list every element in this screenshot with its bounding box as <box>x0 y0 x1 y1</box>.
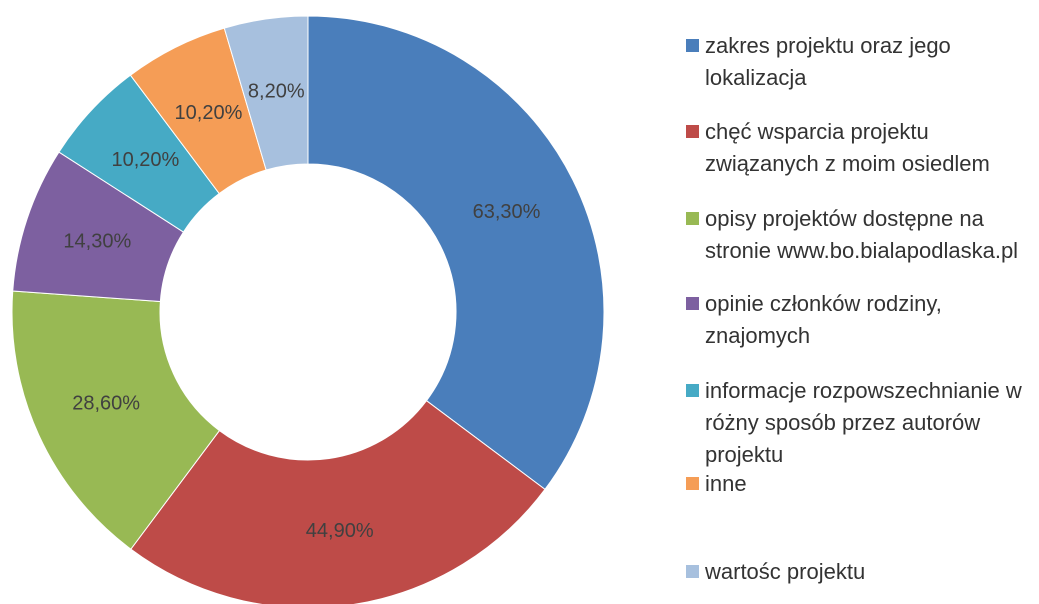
data-label: 14,30% <box>63 230 131 252</box>
data-label: 63,30% <box>473 201 541 223</box>
legend-label: wartośc projektu <box>705 559 866 584</box>
slice <box>307 15 605 491</box>
legend-item: inne <box>686 468 1031 500</box>
data-label: 8,20% <box>248 81 305 103</box>
legend-swatch <box>686 39 699 52</box>
legend-label: zakres projektu oraz jego lokalizacja <box>705 33 951 90</box>
legend-swatch <box>686 297 699 310</box>
slice <box>11 290 221 550</box>
legend-label: inne <box>705 471 747 496</box>
legend-swatch <box>686 212 699 225</box>
legend-label: opinie członków rodziny, znajomych <box>705 291 942 348</box>
legend-swatch <box>686 565 699 578</box>
legend-label: informacje rozpowszechnianie w różny spo… <box>705 378 1022 467</box>
slice <box>130 399 546 604</box>
legend-label: chęć wsparcia projektu związanych z moim… <box>705 119 990 176</box>
slice <box>223 15 309 171</box>
legend-item: opinie członków rodziny, znajomych <box>686 288 1031 352</box>
legend-item: informacje rozpowszechnianie w różny spo… <box>686 375 1031 471</box>
legend-swatch <box>686 384 699 397</box>
data-label: 10,20% <box>112 149 180 171</box>
data-label: 44,90% <box>306 520 374 542</box>
data-label: 10,20% <box>175 102 243 124</box>
data-label: 28,60% <box>72 393 140 415</box>
legend-item: chęć wsparcia projektu związanych z moim… <box>686 116 1031 180</box>
legend-item: wartośc projektu <box>686 556 1031 588</box>
legend-item: zakres projektu oraz jego lokalizacja <box>686 30 1031 94</box>
legend-swatch <box>686 477 699 490</box>
legend-label: opisy projektów dostępne na stronie www.… <box>705 206 1019 263</box>
legend-swatch <box>686 125 699 138</box>
legend-item: opisy projektów dostępne na stronie www.… <box>686 203 1031 267</box>
